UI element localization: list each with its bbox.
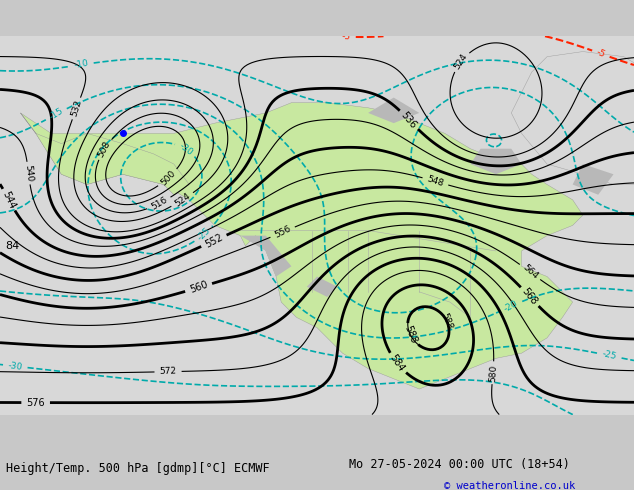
Text: 588: 588	[402, 324, 418, 345]
Text: 508: 508	[96, 140, 112, 159]
Polygon shape	[368, 98, 419, 123]
Text: 588: 588	[439, 312, 454, 331]
Text: 580: 580	[488, 364, 498, 382]
Text: 84: 84	[5, 241, 20, 251]
Text: -20: -20	[503, 299, 520, 314]
Text: Height/Temp. 500 hPa [gdmp][°C] ECMWF: Height/Temp. 500 hPa [gdmp][°C] ECMWF	[6, 462, 270, 475]
Text: 516: 516	[150, 196, 169, 212]
Text: -15: -15	[48, 106, 65, 122]
Text: 540: 540	[23, 164, 34, 182]
Text: 544: 544	[1, 189, 17, 210]
Polygon shape	[511, 51, 634, 185]
Text: -5: -5	[595, 48, 607, 60]
Text: -10: -10	[74, 59, 89, 71]
Text: -5: -5	[342, 32, 351, 41]
Polygon shape	[20, 113, 189, 195]
Text: 548: 548	[426, 174, 445, 188]
Text: 500: 500	[159, 169, 178, 187]
Polygon shape	[470, 148, 522, 174]
Text: 576: 576	[27, 397, 45, 408]
Text: © weatheronline.co.uk: © weatheronline.co.uk	[444, 481, 575, 490]
Polygon shape	[240, 236, 292, 276]
Text: 524: 524	[173, 191, 192, 208]
Text: 564: 564	[521, 263, 540, 281]
Polygon shape	[20, 103, 583, 389]
Text: 556: 556	[273, 224, 292, 240]
Text: Mo 27-05-2024 00:00 UTC (18+54): Mo 27-05-2024 00:00 UTC (18+54)	[349, 458, 569, 471]
Text: 552: 552	[204, 232, 224, 249]
Text: -25: -25	[602, 349, 618, 362]
Text: 568: 568	[520, 286, 540, 307]
Text: 560: 560	[188, 280, 209, 295]
Polygon shape	[573, 164, 614, 195]
Text: 524: 524	[453, 52, 469, 72]
Text: -30: -30	[8, 361, 23, 371]
Polygon shape	[307, 276, 337, 297]
Text: 532: 532	[70, 99, 83, 118]
Text: 536: 536	[399, 110, 418, 130]
Text: 572: 572	[159, 367, 177, 376]
Text: 584: 584	[388, 353, 406, 374]
Text: -25: -25	[195, 226, 212, 243]
Text: -30: -30	[178, 141, 195, 157]
